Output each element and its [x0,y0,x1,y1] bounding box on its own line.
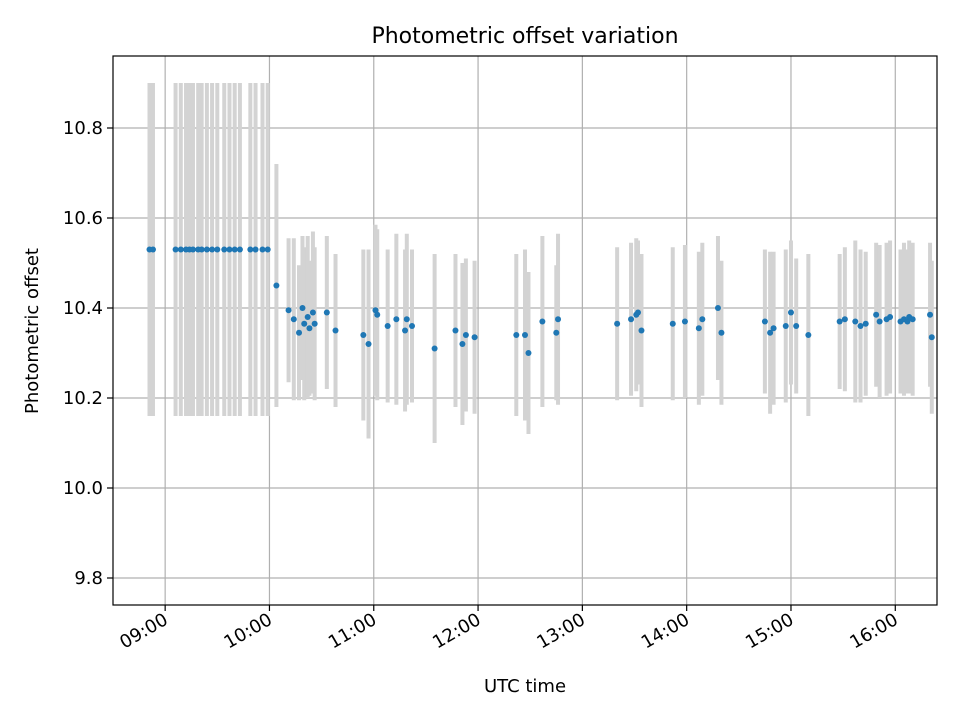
data-point [290,316,297,323]
data-point [393,316,400,323]
x-axis-label: UTC time [484,676,566,697]
y-axis-label: Photometric offset [22,248,43,414]
data-point [259,246,266,253]
data-point [628,316,635,323]
data-point [214,246,221,253]
data-point [718,329,725,336]
data-point [841,316,848,323]
data-point [770,325,777,332]
data-point [522,332,528,338]
data-point [513,332,520,338]
data-point [681,318,688,325]
data-point [221,246,228,253]
data-point [296,329,303,336]
data-point [264,246,271,253]
data-point [638,327,645,334]
data-points [146,246,935,356]
data-point [403,316,410,323]
data-point [203,246,210,253]
data-point [525,350,532,356]
data-point [384,323,391,329]
data-point [172,246,179,253]
data-point [372,307,379,314]
data-point [149,246,156,253]
data-point [189,246,196,253]
data-point [252,246,259,253]
data-point [365,341,372,347]
data-point [782,323,789,329]
y-tick-label: 10.2 [63,388,103,409]
data-point [904,318,911,325]
y-tick-label: 10.0 [63,478,103,499]
data-point [231,246,238,253]
data-point [767,329,774,336]
data-point [177,246,184,253]
data-point [323,309,330,316]
data-point [304,314,311,320]
data-point [614,320,621,327]
data-point [247,246,254,253]
data-point [876,318,883,325]
y-tick-label: 9.8 [74,568,103,589]
data-point [332,327,339,334]
data-point [285,307,292,314]
data-point [669,320,676,327]
data-point [928,334,935,341]
data-point [714,305,721,311]
data-point [873,311,880,318]
data-point [909,316,916,323]
data-point [471,334,478,341]
data-point [553,329,560,336]
data-point [836,318,843,325]
data-point [198,246,205,253]
data-point [787,309,794,316]
y-tick-label: 10.6 [63,208,103,229]
data-point [431,345,438,352]
y-tick-label: 10.8 [63,118,103,139]
data-point [459,341,466,347]
data-point [309,309,316,316]
data-point [555,316,562,323]
plot-frame [112,55,938,606]
data-point [306,325,313,332]
data-point [793,323,800,329]
data-point [462,332,469,338]
data-point [299,305,306,311]
data-point [374,311,381,318]
data-point [805,332,812,338]
data-point [761,318,768,325]
data-point [409,323,416,329]
data-point [311,320,318,327]
data-point [862,320,869,327]
data-point [452,327,459,334]
data-point [273,282,280,289]
data-point [301,320,308,327]
data-point [852,318,859,325]
chart-title: Photometric offset variation [371,24,678,49]
data-point [699,316,706,323]
data-point [634,309,641,316]
data-point [209,246,216,253]
data-point [857,323,864,329]
data-point [539,318,546,325]
y-tick-label: 10.4 [63,298,103,319]
data-point [360,332,367,338]
data-point [927,311,934,318]
data-point [695,325,702,332]
data-point [226,246,233,253]
data-point [887,314,894,320]
data-point [236,246,243,253]
data-point [402,327,409,334]
